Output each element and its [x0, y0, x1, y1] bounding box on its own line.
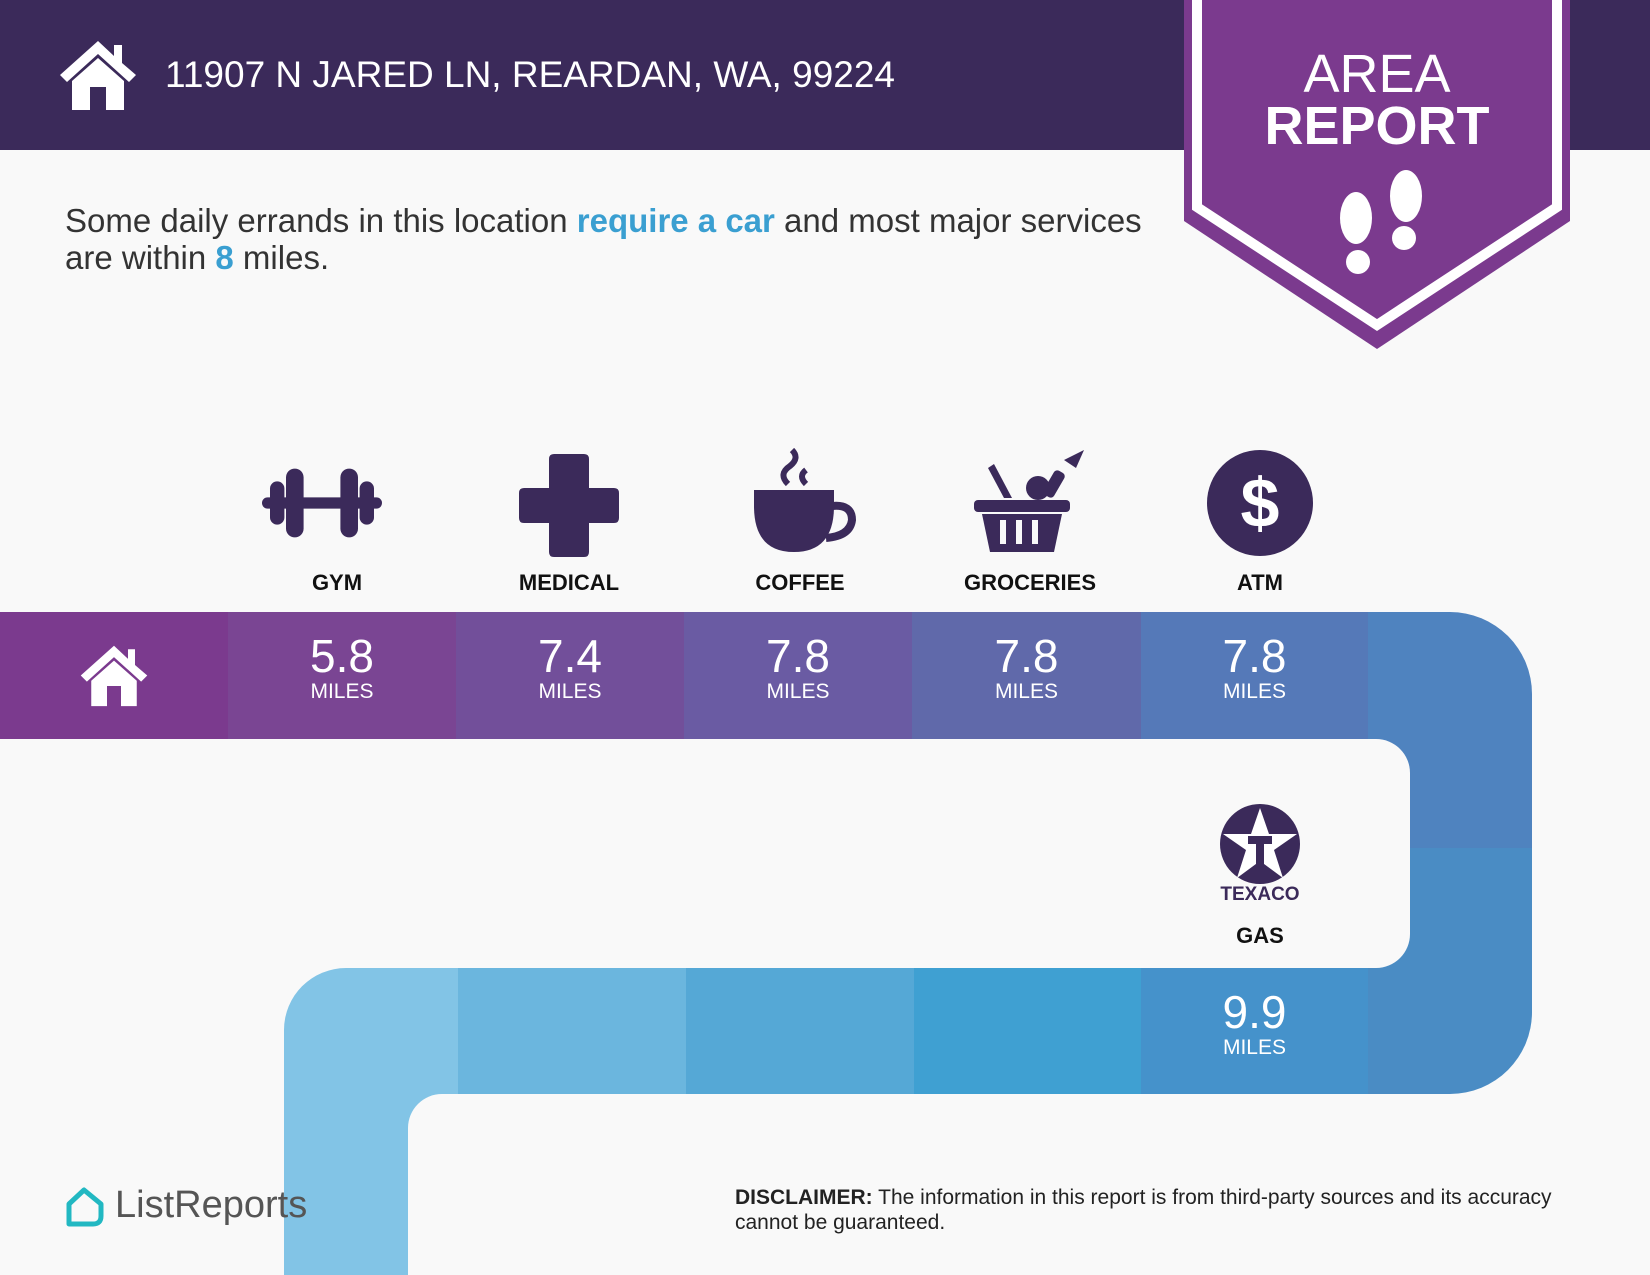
grocery-basket-icon: [974, 450, 1084, 552]
dumbbell-icon: [262, 468, 382, 538]
badge-line-1: AREA: [1303, 44, 1451, 104]
path-gap: [0, 739, 1410, 968]
service-label-atm: ATM: [1236, 570, 1284, 595]
disclaimer: DISCLAIMER: The information in this repo…: [735, 1186, 1552, 1234]
texaco-brand-text: TEXACO: [1220, 884, 1300, 905]
path-home-cell: [0, 612, 228, 739]
path-segment: [458, 968, 686, 1094]
service-label-gym: GYM: [311, 570, 363, 595]
area-report-badge: [1184, 0, 1570, 349]
medical-cross-icon: [519, 454, 619, 557]
distance-cell-atm: 7.8 MILES: [1141, 612, 1368, 739]
distance-cell-groceries: 7.8 MILES: [912, 612, 1141, 739]
distance-value: 9.9: [1222, 986, 1287, 1038]
distance-cell-coffee: 7.8 MILES: [684, 612, 912, 739]
distance-unit: MILES: [538, 680, 602, 703]
texaco-logo-icon: [1220, 804, 1300, 884]
svg-text:$: $: [1241, 464, 1280, 542]
listreports-logo: ListReports: [115, 1184, 308, 1226]
house-icon: [60, 41, 136, 110]
distance-unit: MILES: [310, 680, 374, 703]
path-segment: [914, 968, 1141, 1094]
badge-line-2: REPORT: [1264, 96, 1490, 156]
distance-value: 7.8: [1222, 630, 1287, 682]
coffee-cup-icon: [754, 448, 857, 552]
distance-value: 7.8: [766, 630, 830, 682]
distance-value: 7.8: [994, 630, 1059, 682]
property-address: 11907 N JARED LN, REARDAN, WA, 99224: [165, 54, 896, 95]
distance-unit: MILES: [1222, 680, 1287, 703]
service-label-coffee: COFFEE: [755, 570, 845, 595]
distance-unit: MILES: [994, 680, 1059, 703]
distance-value: 7.4: [538, 630, 602, 682]
footprints-icon: [1340, 170, 1422, 274]
distance-cell-gym: 5.8 MILES: [228, 612, 456, 739]
service-label-groceries: GROCERIES: [963, 570, 1097, 595]
intro-text: Some daily errands in this location requ…: [65, 202, 1142, 276]
distance-unit: MILES: [1222, 1036, 1287, 1059]
distance-cell-gas: 9.9 MILES: [1141, 968, 1368, 1094]
footer-area: [408, 1094, 1650, 1275]
path-segment: [686, 968, 914, 1094]
badge-title: AREA REPORT: [1184, 44, 1570, 156]
distance-cell-medical: 7.4 MILES: [456, 612, 684, 739]
service-label-gas: GAS: [1236, 923, 1284, 948]
listreports-logo-icon: [66, 1187, 104, 1227]
distance-value: 5.8: [310, 630, 374, 682]
service-label-medical: MEDICAL: [518, 570, 620, 595]
distance-unit: MILES: [766, 680, 830, 703]
dollar-icon: $: [1207, 450, 1313, 556]
house-icon: [80, 645, 148, 707]
